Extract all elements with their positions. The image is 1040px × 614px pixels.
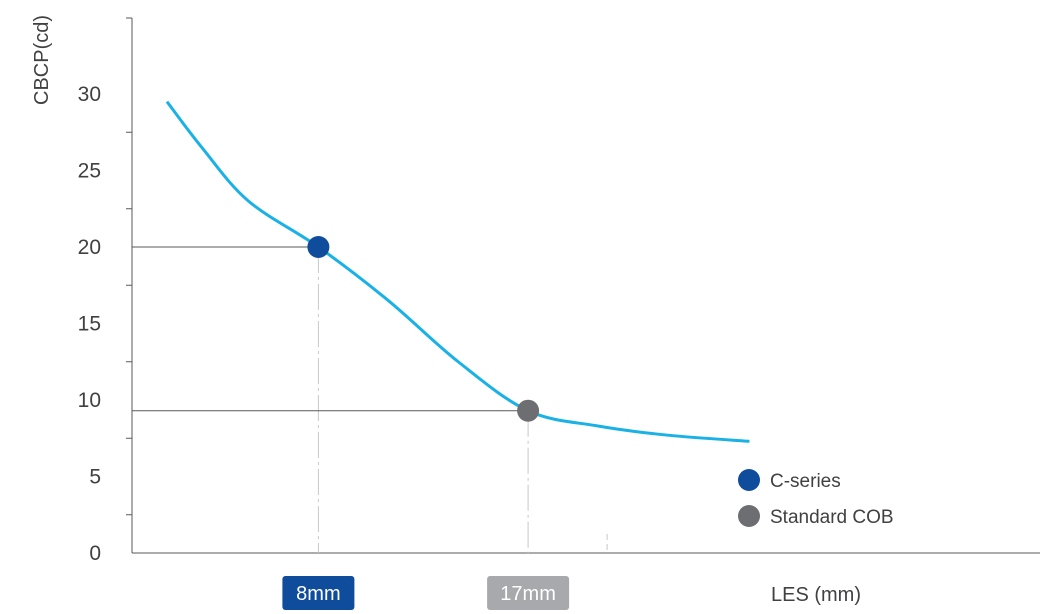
point-marker [307,236,330,258]
series-curve [165,100,750,443]
x-value-label: 17mm [500,583,556,605]
axes [131,18,1040,554]
x-value-label: 8mm [296,583,340,605]
y-tick-label: 10 [78,389,101,412]
x-value-badge [487,576,570,610]
x-axis-label: LES (mm) [771,584,861,606]
legend-swatch [738,469,760,491]
legend-label: C-series [770,471,841,492]
y-tick-label: 15 [78,313,101,336]
y-tick-label: 0 [89,542,101,565]
y-tick-labels: 0 5 10 15 20 25 30 [78,83,101,565]
y-tick-label: 5 [89,466,101,489]
y-tick-label: 20 [78,236,101,259]
point-markers [307,236,540,422]
point-marker [517,399,540,422]
x-value-badges: 8mm 17mm [282,576,570,610]
y-axis-label: CBCP(cd) [31,15,53,105]
guide-lines [132,246,608,553]
legend-label: Standard COB [770,507,894,528]
legend-swatch [738,505,760,527]
x-value-badge [282,576,355,610]
y-tick-label: 25 [78,160,101,183]
legend: C-series Standard COB [738,469,894,528]
y-tick-label: 30 [78,83,101,106]
y-minor-ticks [126,17,132,516]
